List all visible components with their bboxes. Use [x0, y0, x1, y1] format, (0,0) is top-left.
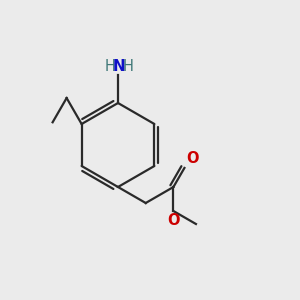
Text: N: N — [112, 59, 125, 74]
Text: O: O — [167, 213, 180, 228]
Text: H: H — [123, 59, 134, 74]
Text: O: O — [186, 151, 199, 166]
Text: H: H — [105, 59, 116, 74]
